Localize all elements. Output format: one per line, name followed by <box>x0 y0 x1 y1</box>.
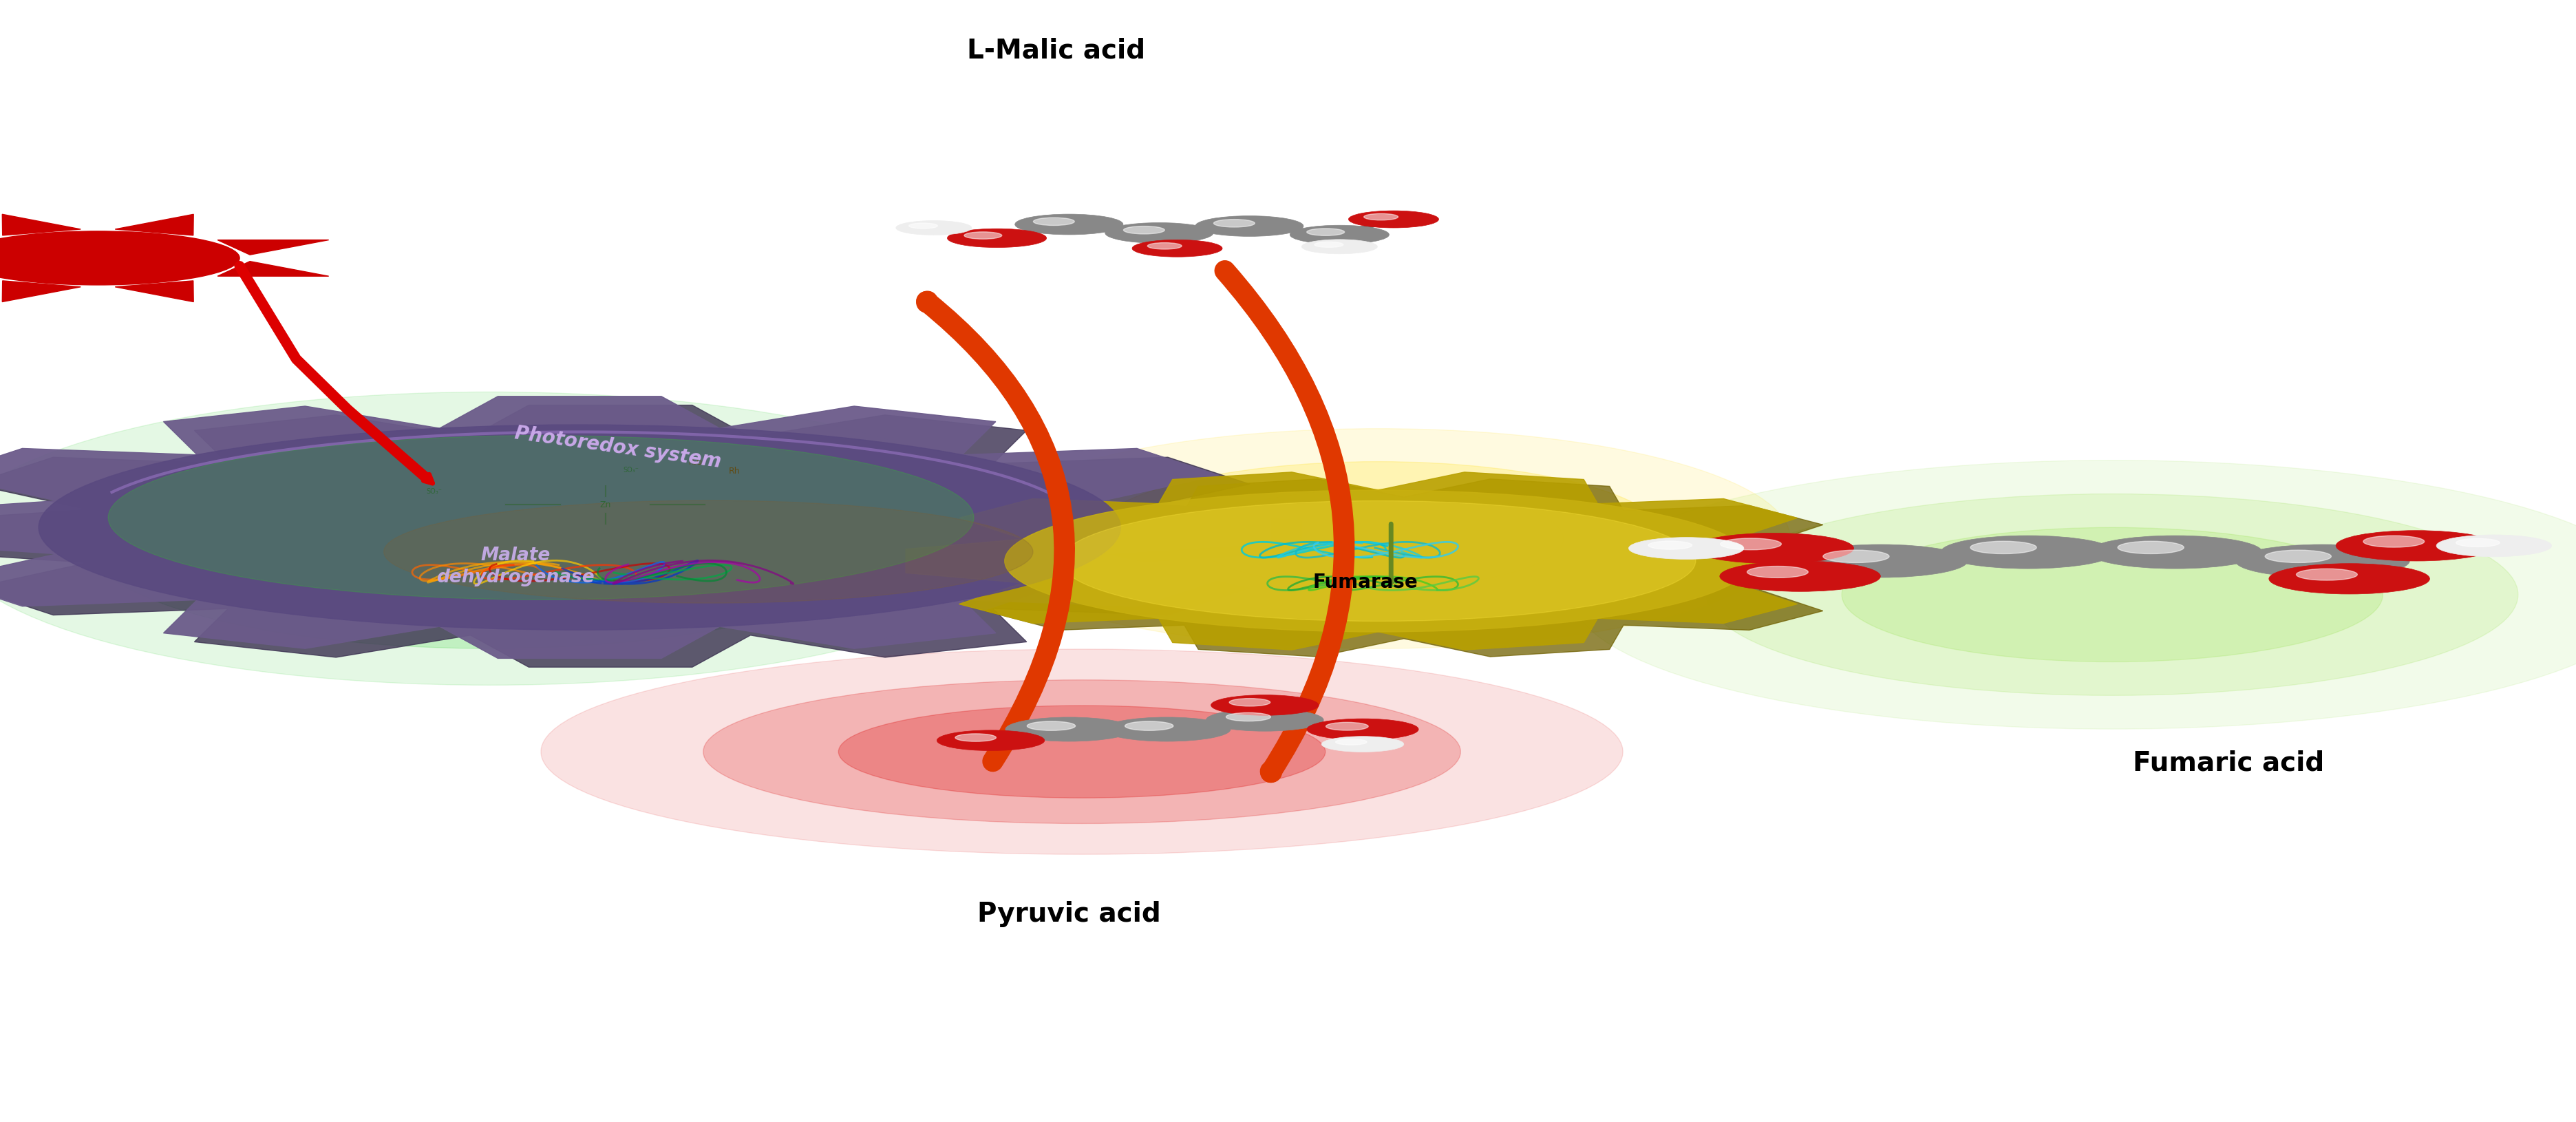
Text: H₂O: H₂O <box>688 459 703 466</box>
Ellipse shape <box>1321 736 1404 752</box>
Ellipse shape <box>2362 535 2424 548</box>
Ellipse shape <box>840 706 1327 798</box>
Ellipse shape <box>1314 242 1342 247</box>
Ellipse shape <box>1028 721 1074 730</box>
Ellipse shape <box>1705 494 2519 696</box>
Ellipse shape <box>1105 222 1213 243</box>
Polygon shape <box>216 261 330 276</box>
Ellipse shape <box>956 734 997 742</box>
Text: Fumarase: Fumarase <box>1314 572 1417 592</box>
Ellipse shape <box>1005 490 1752 632</box>
Ellipse shape <box>1195 215 1303 237</box>
Ellipse shape <box>1692 533 1855 563</box>
Ellipse shape <box>1306 719 1419 739</box>
Ellipse shape <box>541 650 1623 854</box>
Polygon shape <box>3 214 80 236</box>
Ellipse shape <box>703 680 1461 824</box>
Ellipse shape <box>2236 544 2409 578</box>
Ellipse shape <box>963 232 1002 239</box>
Ellipse shape <box>39 425 1121 629</box>
Ellipse shape <box>1226 712 1270 721</box>
Ellipse shape <box>1363 213 1399 220</box>
Polygon shape <box>116 280 193 302</box>
Ellipse shape <box>1628 537 1744 559</box>
Ellipse shape <box>82 429 896 649</box>
Text: Rh: Rh <box>729 467 739 476</box>
Ellipse shape <box>948 229 1046 248</box>
Ellipse shape <box>1649 541 1692 550</box>
Ellipse shape <box>1940 535 2115 569</box>
Polygon shape <box>0 396 1270 659</box>
Ellipse shape <box>966 429 1790 649</box>
Polygon shape <box>0 405 1301 668</box>
Ellipse shape <box>0 392 1030 686</box>
Ellipse shape <box>1824 550 1888 562</box>
Polygon shape <box>907 472 1850 650</box>
Ellipse shape <box>1571 460 2576 729</box>
Polygon shape <box>933 479 1875 656</box>
Ellipse shape <box>1229 698 1270 706</box>
Polygon shape <box>216 240 330 255</box>
Ellipse shape <box>1090 461 1667 616</box>
Ellipse shape <box>938 730 1046 751</box>
Ellipse shape <box>1123 227 1164 234</box>
Ellipse shape <box>1842 527 2383 662</box>
Ellipse shape <box>2089 535 2262 569</box>
Text: SO₃⁻: SO₃⁻ <box>425 488 443 495</box>
Text: Zn: Zn <box>600 500 611 509</box>
Text: Fumaric acid: Fumaric acid <box>2133 749 2324 776</box>
Text: Pyruvic acid: Pyruvic acid <box>976 901 1162 928</box>
Polygon shape <box>116 214 193 236</box>
Ellipse shape <box>2437 535 2553 557</box>
Ellipse shape <box>1146 242 1182 249</box>
Ellipse shape <box>384 500 1033 603</box>
Ellipse shape <box>1327 723 1368 730</box>
Ellipse shape <box>1721 561 1880 591</box>
Ellipse shape <box>1005 717 1133 742</box>
Ellipse shape <box>909 223 938 229</box>
Ellipse shape <box>2336 531 2496 561</box>
Text: Malate
dehydrogenase: Malate dehydrogenase <box>435 546 595 587</box>
Text: SO₃⁻: SO₃⁻ <box>623 467 639 473</box>
Ellipse shape <box>2455 539 2499 546</box>
Ellipse shape <box>1015 214 1123 234</box>
Ellipse shape <box>1291 226 1388 245</box>
Ellipse shape <box>219 466 760 611</box>
Ellipse shape <box>1126 721 1172 730</box>
Ellipse shape <box>1103 717 1231 742</box>
Text: L-Malic acid: L-Malic acid <box>966 37 1146 64</box>
Ellipse shape <box>2295 569 2357 580</box>
Ellipse shape <box>2269 563 2429 594</box>
Text: Photoredox system: Photoredox system <box>513 423 724 471</box>
Ellipse shape <box>1213 219 1255 227</box>
Ellipse shape <box>1747 567 1808 578</box>
Ellipse shape <box>2264 550 2331 562</box>
FancyArrowPatch shape <box>927 302 1064 762</box>
Ellipse shape <box>1033 218 1074 226</box>
FancyArrowPatch shape <box>1224 270 1345 772</box>
Ellipse shape <box>1306 229 1345 236</box>
Ellipse shape <box>1301 239 1378 254</box>
Ellipse shape <box>1193 489 1564 588</box>
Ellipse shape <box>1206 709 1324 732</box>
Ellipse shape <box>1971 541 2038 554</box>
Polygon shape <box>3 280 80 302</box>
Ellipse shape <box>1793 544 1968 578</box>
Ellipse shape <box>1721 539 1783 550</box>
Ellipse shape <box>108 435 974 599</box>
Ellipse shape <box>1211 695 1319 716</box>
Ellipse shape <box>1133 240 1224 257</box>
Ellipse shape <box>1061 500 1695 622</box>
Ellipse shape <box>1334 739 1368 745</box>
Ellipse shape <box>0 231 240 285</box>
Ellipse shape <box>2117 541 2184 554</box>
Ellipse shape <box>1350 211 1440 228</box>
Ellipse shape <box>896 221 971 234</box>
